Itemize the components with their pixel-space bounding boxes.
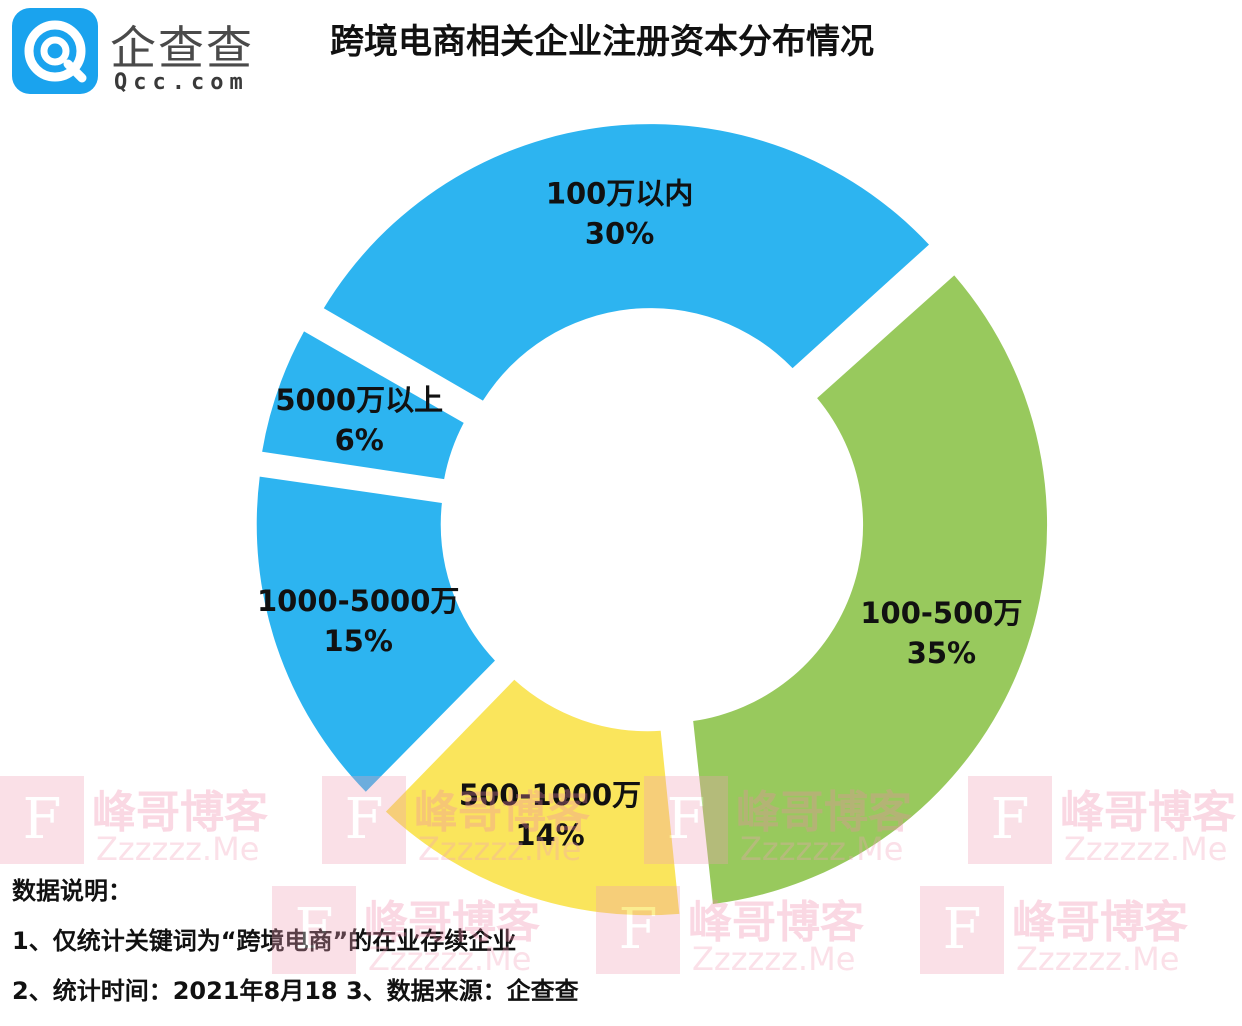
slice-percent-label: 6% [335, 423, 384, 457]
notes-line-1: 1、仅统计关键词为“跨境电商”的在业存续企业 [12, 927, 517, 955]
slice-percent-label: 35% [907, 636, 976, 670]
slice-label: 1000-5000万 [257, 584, 459, 618]
chart-title: 跨境电商相关企业注册资本分布情况 [330, 22, 874, 62]
slice-label: 100万以内 [546, 177, 694, 211]
qcc-logo-icon [12, 8, 98, 94]
slice-percent-label: 14% [515, 818, 584, 852]
slice-500-1000wan [385, 679, 680, 916]
slice-percent-label: 15% [323, 624, 392, 658]
notes-heading: 数据说明： [12, 877, 132, 905]
slice-100-500wan [693, 275, 1048, 905]
slice-percent-label: 30% [585, 217, 654, 251]
qcc-logo: 企查查 Qcc.com [12, 8, 282, 100]
notes-line-2: 2、统计时间：2021年8月18 3、数据来源：企查查 [12, 977, 579, 1005]
slice-under-100wan [323, 124, 930, 401]
slice-1000-5000wan [256, 476, 495, 792]
slice-label: 500-1000万 [459, 778, 641, 812]
logo-name-en: Qcc.com [114, 70, 249, 95]
data-notes: 数据说明： 1、仅统计关键词为“跨境电商”的在业存续企业 2、统计时间：2021… [12, 876, 1232, 1026]
slice-label: 100-500万 [860, 596, 1022, 630]
slice-over-5000wan [262, 331, 464, 480]
logo-name-cn: 企查查 [110, 21, 254, 75]
slice-label: 5000万以上 [275, 383, 443, 417]
